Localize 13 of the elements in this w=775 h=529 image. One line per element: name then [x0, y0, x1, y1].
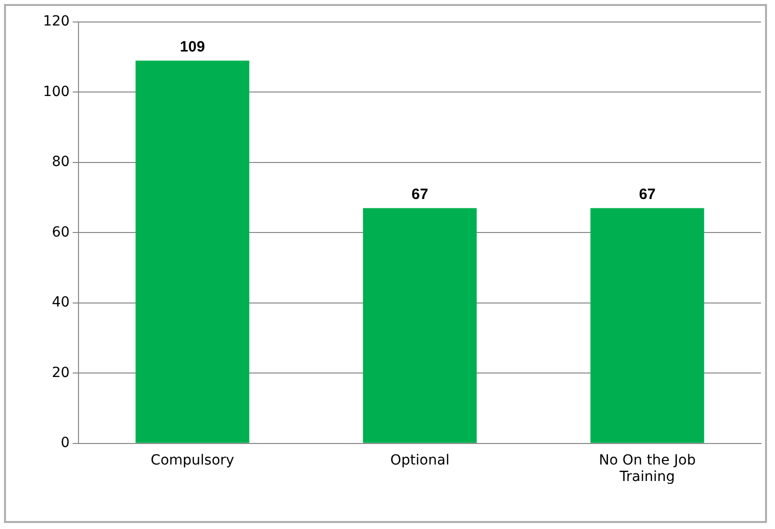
y-tick-label: 0	[60, 435, 70, 452]
data-label: 67	[638, 186, 656, 203]
y-tick-label: 120	[42, 14, 70, 30]
y-tick-label: 100	[42, 84, 70, 100]
data-label: 67	[412, 186, 428, 203]
y-tick-label: 60	[52, 224, 70, 240]
x-tick-label: Optional	[390, 452, 450, 468]
x-tick-label: No On the Job Training	[598, 452, 696, 486]
y-tick-label: 80	[52, 154, 70, 170]
y-tick-label: 20	[52, 364, 70, 381]
data-label: 109	[180, 38, 205, 56]
y-tick-label: 40	[52, 294, 70, 311]
x-tick-label: Compulsory	[150, 452, 234, 468]
